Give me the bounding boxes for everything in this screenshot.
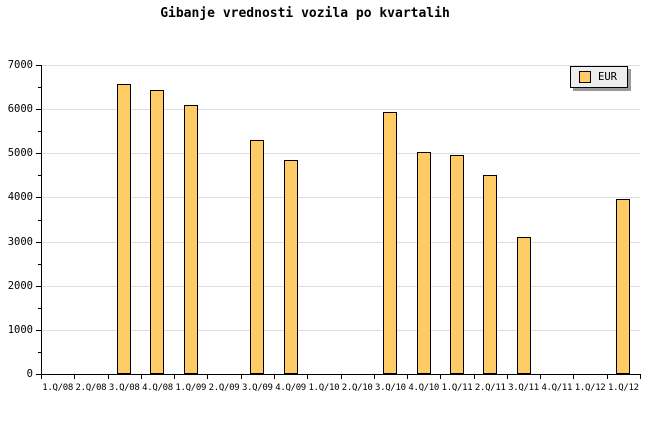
y-minor-tick-6500 <box>38 87 41 89</box>
x-tick-1 <box>74 375 76 379</box>
legend-swatch-eur-icon <box>579 71 591 83</box>
bar-3-q-10-10 <box>383 112 398 374</box>
y-axis-line <box>41 65 42 375</box>
y-tick-4000 <box>36 197 41 199</box>
y-tick-label-1000: 1000 <box>7 323 33 336</box>
x-axis-label-12: 1.Q/11 <box>441 383 473 393</box>
bar-4-q-09-7 <box>283 160 298 374</box>
x-axis-label-9: 2.Q/10 <box>341 383 373 393</box>
gridline-7000 <box>42 65 640 66</box>
y-tick-label-0: 0 <box>26 368 33 380</box>
x-tick-7 <box>273 375 275 379</box>
x-axis-label-3: 4.Q/08 <box>142 383 173 393</box>
x-tick-14 <box>506 375 508 379</box>
x-tick-2 <box>107 375 109 379</box>
gridline-5000 <box>42 153 640 155</box>
x-axis-label-10: 3.Q/10 <box>375 383 406 393</box>
x-axis-label-15: 4.Q/11 <box>541 383 573 393</box>
x-tick-18 <box>640 375 641 379</box>
y-tick-label-4000: 4000 <box>7 191 33 204</box>
bar-1-q-11-12 <box>449 155 464 374</box>
bar-3-q-08-2 <box>117 84 132 374</box>
gridline-3000 <box>42 241 640 243</box>
y-tick-1000 <box>36 329 41 331</box>
y-minor-tick-3500 <box>38 219 41 221</box>
bar-2-q-11-13 <box>483 175 498 374</box>
bar-4-q-08-3 <box>150 89 165 374</box>
x-axis-line <box>41 374 641 375</box>
y-tick-label-7000: 7000 <box>7 59 33 71</box>
plot-area: 0 1000 2000 3000 4000 5000 6000 7000 1.Q/08 2.Q/0… <box>8 59 641 393</box>
bar-3-q-09-6 <box>250 140 265 374</box>
x-axis-label-7: 4.Q/09 <box>275 383 306 393</box>
x-tick-5 <box>207 375 209 379</box>
y-minor-tick-4500 <box>38 175 41 177</box>
y-minor-tick-1500 <box>38 307 41 309</box>
x-axis-label-13: 2.Q/11 <box>474 383 506 393</box>
gridline-4000 <box>42 197 640 199</box>
legend-label-eur: EUR <box>598 71 617 83</box>
x-tick-17 <box>606 375 608 379</box>
x-axis-label-14: 3.Q/11 <box>508 383 539 393</box>
x-axis-label-8: 1.Q/10 <box>308 383 340 393</box>
gridline-6000 <box>42 109 640 111</box>
y-minor-tick-500 <box>38 351 41 353</box>
x-tick-12 <box>440 375 442 379</box>
x-axis-label-5: 2.Q/09 <box>208 383 240 393</box>
y-tick-3000 <box>36 241 41 243</box>
x-tick-10 <box>373 375 375 379</box>
y-tick-2000 <box>36 285 41 287</box>
x-tick-3 <box>140 375 142 379</box>
y-minor-tick-2500 <box>38 263 41 265</box>
y-tick-label-3000: 3000 <box>7 235 33 248</box>
gridline-2000 <box>42 285 640 287</box>
y-tick-0 <box>36 374 41 375</box>
x-axis-label-1: 2.Q/08 <box>75 383 107 393</box>
x-tick-4 <box>174 375 176 379</box>
x-tick-16 <box>573 375 575 379</box>
bar-3-q-11-14 <box>516 237 531 374</box>
y-tick-7000 <box>36 65 41 66</box>
y-tick-label-6000: 6000 <box>7 103 33 116</box>
legend-box: EUR <box>570 66 628 88</box>
x-tick-0 <box>41 375 42 379</box>
x-axis-label-11: 4.Q/10 <box>408 383 440 393</box>
x-tick-13 <box>473 375 475 379</box>
gridline-1000 <box>42 329 640 331</box>
bar-1-q-12-17 <box>616 198 631 374</box>
x-axis-label-4: 1.Q/09 <box>175 383 207 393</box>
x-axis-label-16: 1.Q/12 <box>574 383 606 393</box>
x-tick-6 <box>240 375 242 379</box>
x-axis-label-2: 3.Q/08 <box>108 383 140 393</box>
y-tick-6000 <box>36 109 41 111</box>
y-tick-label-2000: 2000 <box>7 279 33 292</box>
y-minor-tick-5500 <box>38 131 41 133</box>
bar-4-q-10-11 <box>416 151 431 374</box>
x-tick-8 <box>307 375 309 379</box>
y-tick-5000 <box>36 153 41 155</box>
chart-title: Gibanje vrednosti vozila po kvartalih <box>160 6 450 21</box>
bar-1-q-09-4 <box>183 104 198 374</box>
x-axis-label-6: 3.Q/09 <box>241 383 273 393</box>
x-tick-9 <box>340 375 342 379</box>
x-tick-11 <box>407 375 409 379</box>
x-tick-15 <box>540 375 542 379</box>
y-tick-label-5000: 5000 <box>7 147 33 160</box>
x-axis-label-17: 1.Q/12 <box>608 383 639 393</box>
x-axis-label-0: 1.Q/08 <box>42 383 73 393</box>
